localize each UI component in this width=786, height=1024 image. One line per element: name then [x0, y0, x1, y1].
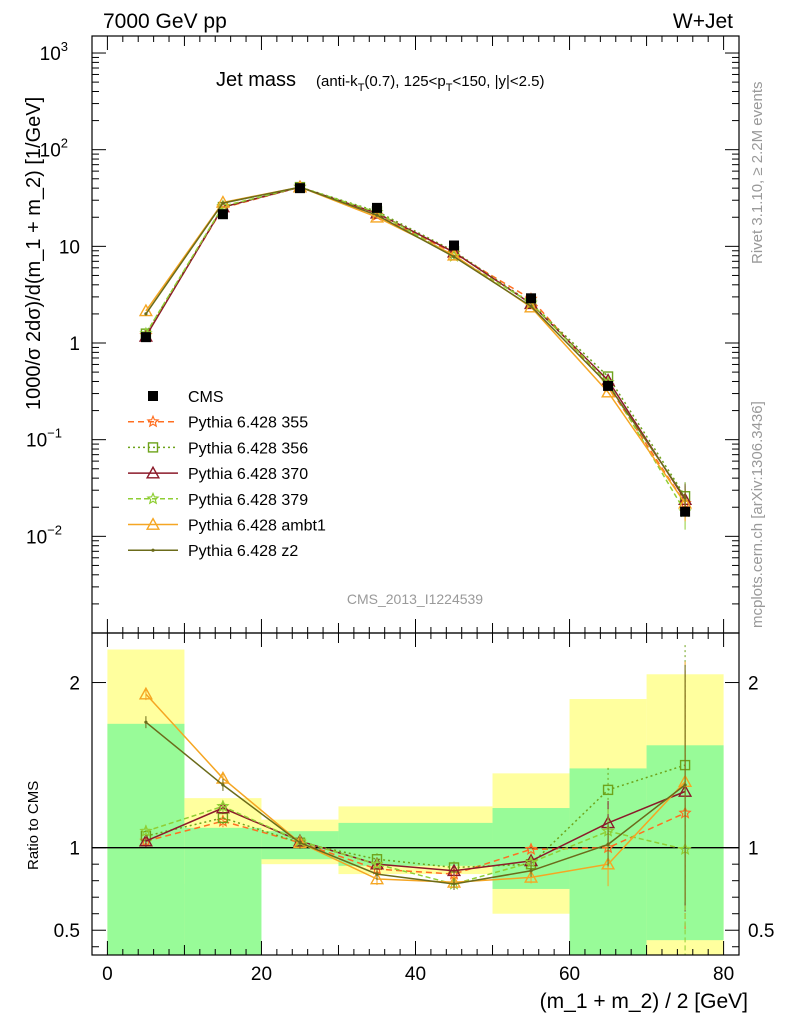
y-tick-label: 10−2 [26, 522, 62, 548]
cms-point [371, 202, 382, 213]
ratio-point [370, 857, 384, 870]
ratio-point [601, 856, 616, 870]
ratio-point [683, 783, 687, 787]
ratio-point [139, 824, 153, 837]
ratio-point [602, 784, 614, 796]
legend-marker [151, 548, 155, 552]
legend-label: Pythia 6.428 z2 [188, 543, 298, 560]
ratio-point [524, 842, 538, 855]
ratio-panel: 0.5 0.51 12 20 20 40 60 80 [54, 632, 774, 985]
uncertainty-band-inner [184, 827, 262, 955]
ratio-ylabel: Ratio to CMS [25, 781, 42, 870]
analysis-watermark: CMS_2013_I1224539 [347, 591, 483, 607]
legend-label: Pythia 6.428 356 [188, 440, 308, 457]
ratio-line-4 [145, 693, 686, 884]
legend-label: Pythia 6.428 370 [188, 466, 308, 483]
ratio-point [523, 870, 539, 883]
data-point [452, 255, 456, 259]
y-tick-label: 1 [69, 334, 80, 355]
legend-marker [145, 517, 161, 530]
legend-label: CMS [188, 389, 224, 406]
ratio-point [298, 841, 302, 845]
ratio-point [452, 882, 456, 886]
x-axis-label: (m_1 + m_2) / 2 [GeV] [540, 990, 748, 1013]
legend-marker [146, 414, 160, 428]
data-point [529, 304, 533, 308]
ratio-line-3 [145, 805, 686, 885]
legend-label: Pythia 6.428 355 [188, 415, 308, 432]
ratio-point [138, 833, 153, 847]
cms-point [294, 183, 305, 194]
ratio-y-tick-label: 2 [69, 674, 80, 695]
cms-point [449, 240, 460, 251]
series-line-4 [145, 186, 686, 513]
cms-point [603, 380, 614, 391]
ratio-y-tick-label-right: 1 [748, 839, 759, 860]
cms-point [140, 332, 151, 343]
rivet-label: Rivet 3.1.10, ≥ 2.2M events [749, 82, 766, 265]
cms-point [526, 293, 537, 304]
cms-point [680, 506, 691, 517]
energy-label: 7000 GeV pp [103, 10, 227, 33]
x-tick-label: 80 [713, 964, 734, 985]
chart-title-detail: (anti-kT(0.7), 125<pT<150, |y|<2.5) [316, 73, 545, 94]
ratio-line-0 [145, 812, 686, 875]
chart-title: Jet mass [216, 69, 296, 91]
data-point [601, 384, 616, 398]
ratio-point [606, 842, 610, 846]
ratio-y-tick-label: 0.5 [54, 921, 80, 942]
legend-marker [146, 491, 160, 505]
ratio-point [138, 686, 153, 700]
main-title: Jet mass (anti-kT(0.7), 125<pT<150, |y|<… [216, 69, 545, 94]
cms-point [217, 209, 228, 220]
ratio-y-tick-label-right: 2 [748, 674, 759, 695]
legend-marker [145, 465, 161, 479]
series-line-6 [145, 186, 686, 499]
ratio-point [221, 783, 225, 787]
ratio-line-5 [145, 721, 686, 885]
y-tick-label: 10 [59, 237, 80, 258]
data-point [683, 496, 687, 500]
ratio-y-tick-label: 1 [69, 839, 80, 860]
source-label: mcplots.cern.ch [arXiv:1306.3436] [749, 401, 766, 628]
ratio-point [529, 869, 533, 873]
x-tick-label: 20 [251, 964, 272, 985]
main-ylabel: 1000/σ 2dσ)/d(m_1 + m_2) [1/GeV] [23, 97, 45, 410]
legend-marker [147, 442, 159, 453]
y-tick-label: 103 [40, 39, 68, 65]
process-label: W+Jet [673, 10, 733, 33]
legend-label: Pythia 6.428 379 [188, 492, 308, 509]
data-point [375, 213, 379, 217]
ratio-point [375, 872, 379, 876]
y-tick-label: 10−1 [26, 426, 62, 452]
ratio-point [144, 720, 148, 724]
legend-label: Pythia 6.428 ambt1 [188, 518, 326, 535]
legend-marker [148, 391, 158, 401]
ratio-line-2 [145, 790, 686, 872]
ratio-point [216, 799, 230, 813]
x-tick-label: 60 [559, 964, 580, 985]
ratio-y-tick-label-right: 0.5 [748, 921, 774, 942]
legend: CMS Pythia 6.428 355 Pythia 6.428 356 Pythi… [128, 389, 326, 560]
x-tick-label: 0 [102, 964, 113, 985]
data-point [523, 299, 539, 313]
ratio-point [369, 871, 385, 885]
data-point [144, 312, 148, 316]
data-point [221, 201, 225, 205]
uncertainty-band-inner [415, 822, 493, 866]
x-tick-label: 40 [405, 964, 426, 985]
